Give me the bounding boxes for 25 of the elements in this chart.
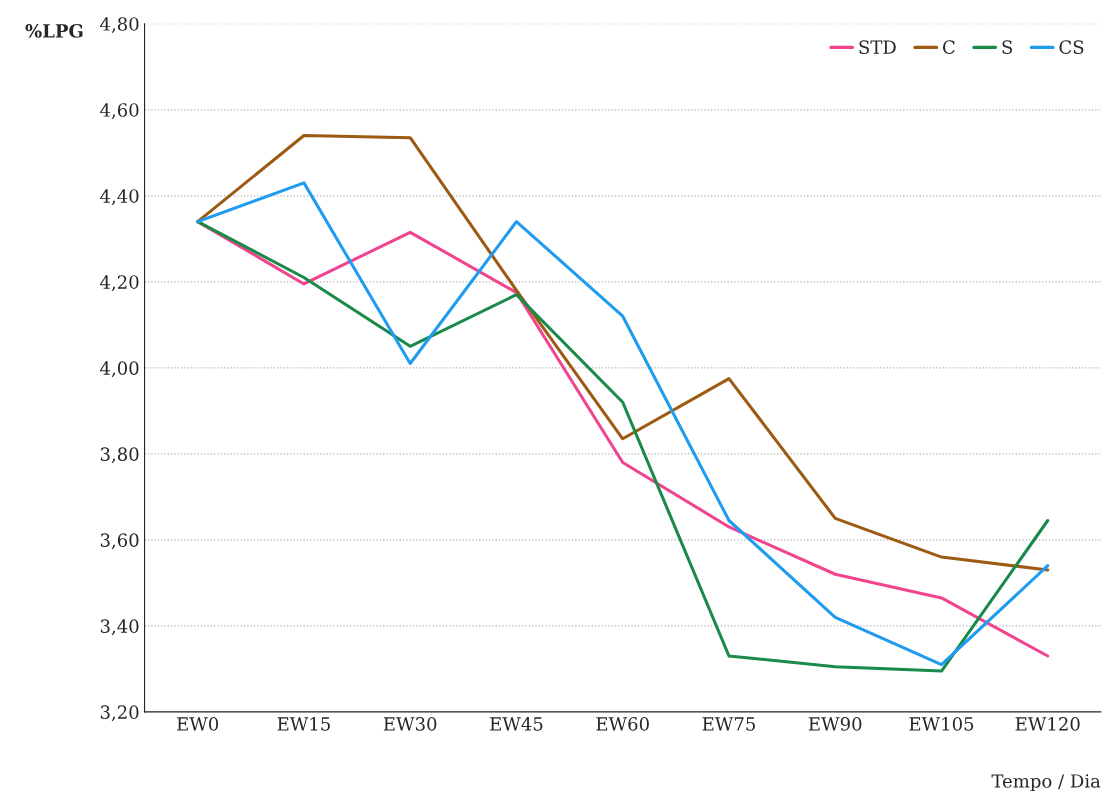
- x-tick-label: EW75: [702, 717, 755, 731]
- x-tick-label: EW45: [490, 717, 543, 731]
- y-tick-label: 4,80: [100, 17, 139, 34]
- x-tick-label: EW120: [1015, 717, 1080, 731]
- legend-label: CS: [1059, 40, 1084, 54]
- y-axis-title: %LPG: [25, 24, 83, 38]
- x-tick-label: EW105: [909, 717, 974, 731]
- line-series: [196, 134, 1050, 572]
- y-tick-label: 3,80: [100, 447, 139, 464]
- y-tick-label: 3,60: [100, 533, 139, 550]
- x-tick-label: EW90: [808, 717, 862, 731]
- legend-label: C: [943, 40, 955, 54]
- y-tick-label: 3,20: [100, 705, 139, 722]
- y-tick-label: 4,40: [100, 189, 139, 206]
- y-tick-label: 4,60: [100, 103, 139, 120]
- legend-label: STD: [859, 40, 896, 54]
- x-axis-title: Tempo / Dia: [991, 774, 1101, 791]
- legend-label: S: [1002, 40, 1012, 54]
- y-tick-label: 3,40: [100, 619, 139, 636]
- y-tick-label: 4,20: [100, 275, 139, 292]
- x-tick-label: EW0: [177, 717, 219, 731]
- x-tick-label: EW30: [383, 717, 437, 731]
- x-tick-label: EW15: [277, 717, 330, 731]
- x-tick-label: EW60: [596, 717, 649, 731]
- y-tick-label: 4,00: [100, 361, 139, 378]
